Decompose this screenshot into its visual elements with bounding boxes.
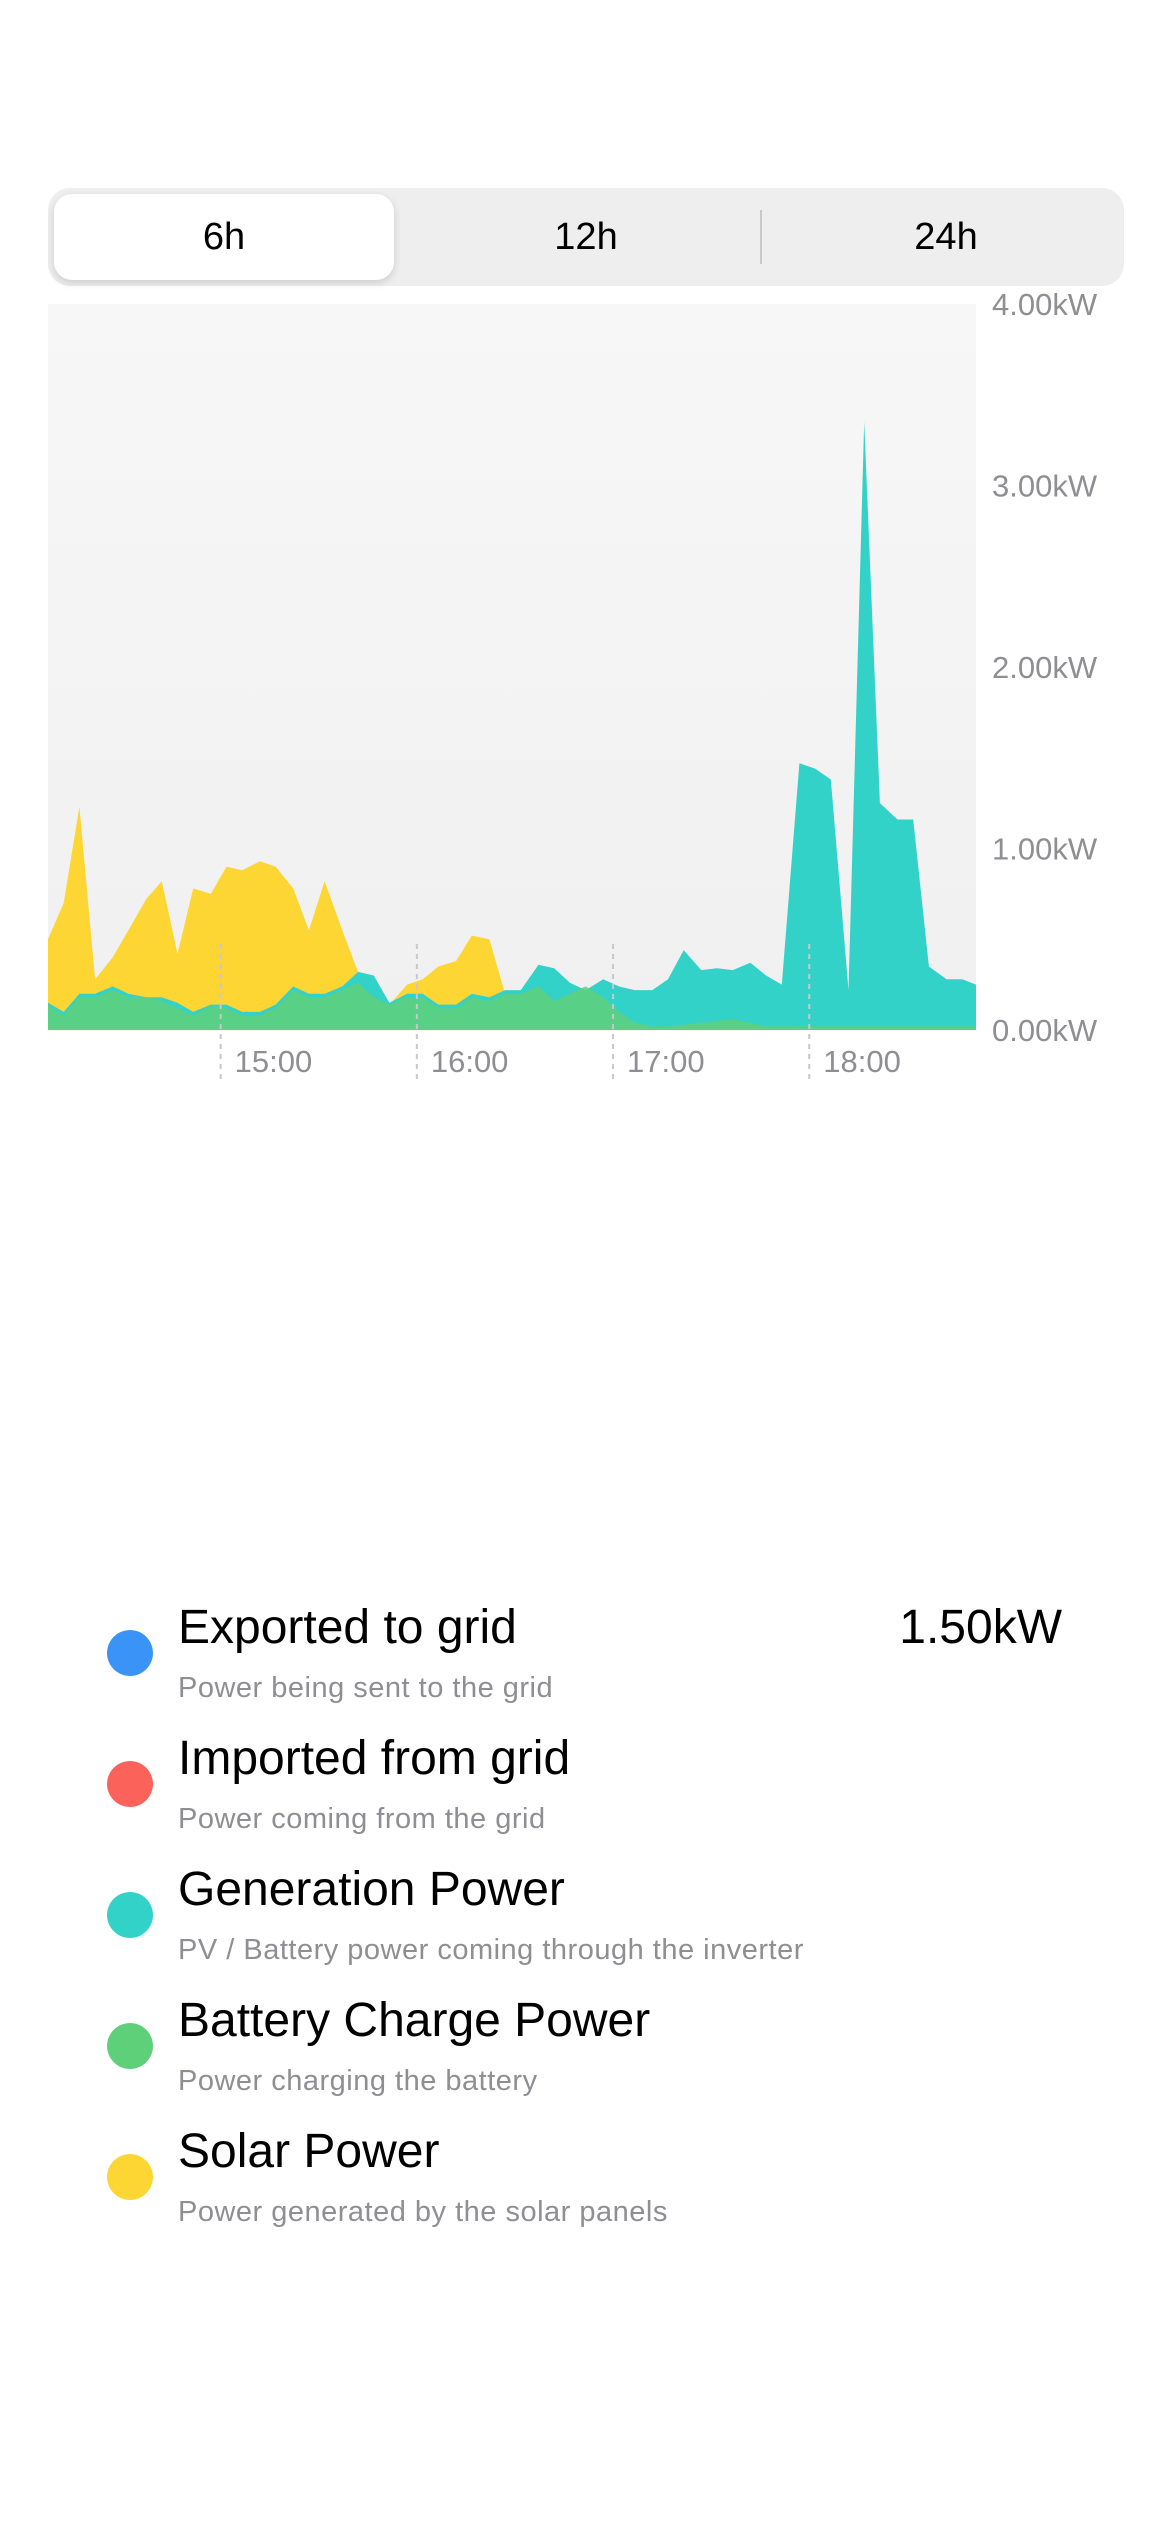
legend-title: Generation Power bbox=[178, 1863, 565, 1916]
exported-dot-icon bbox=[107, 1630, 153, 1676]
legend-title: Imported from grid bbox=[178, 1732, 571, 1785]
segment-divider bbox=[760, 210, 762, 264]
imported-dot-icon bbox=[107, 1761, 153, 1807]
legend-subtitle: PV / Battery power coming through the in… bbox=[178, 1934, 804, 1966]
generation-power-area bbox=[48, 422, 976, 1030]
legend-item-imported: Imported from grid Power coming from the… bbox=[0, 1731, 1170, 1841]
x-tick-label: 17:00 bbox=[627, 1044, 705, 1079]
legend-subtitle: Power being sent to the grid bbox=[178, 1672, 554, 1704]
x-tick-label: 16:00 bbox=[431, 1044, 509, 1079]
legend-item-battery: Battery Charge Power Power charging the … bbox=[0, 1993, 1170, 2103]
solar-power-area bbox=[48, 806, 976, 1030]
range-option-24h[interactable]: 24h bbox=[914, 215, 978, 258]
y-tick-label: 2.00kW bbox=[992, 650, 1098, 685]
legend-title: Exported to grid bbox=[178, 1601, 517, 1654]
legend-title: Battery Charge Power bbox=[178, 1994, 651, 2047]
battery-charge-power-area bbox=[48, 982, 976, 1030]
legend-item-exported: Exported to grid Power being sent to the… bbox=[0, 1600, 1170, 1710]
legend-item-generation: Generation Power PV / Battery power comi… bbox=[0, 1862, 1170, 1972]
y-tick-label: 1.00kW bbox=[992, 832, 1098, 867]
x-tick-label: 15:00 bbox=[235, 1044, 313, 1079]
y-tick-label: 3.00kW bbox=[992, 469, 1098, 504]
y-tick-label: 0.00kW bbox=[992, 1013, 1098, 1048]
solar-dot-icon bbox=[107, 2154, 153, 2200]
exported-value: 1.50kW bbox=[899, 1601, 1062, 1654]
battery-dot-icon bbox=[107, 2023, 153, 2069]
time-range-selector: 6h 12h 24h bbox=[48, 188, 1124, 286]
legend-title: Solar Power bbox=[178, 2125, 440, 2178]
legend-subtitle: Power coming from the grid bbox=[178, 1803, 546, 1835]
x-tick-label: 18:00 bbox=[823, 1044, 901, 1079]
range-option-12h[interactable]: 12h bbox=[554, 215, 618, 258]
y-tick-label: 4.00kW bbox=[992, 290, 1098, 322]
generation-dot-icon bbox=[107, 1892, 153, 1938]
power-chart: 0.00kW 1.00kW 2.00kW 3.00kW 4.00kW 15:00 16:0… bbox=[48, 290, 1098, 1084]
legend-subtitle: Power charging the battery bbox=[178, 2065, 538, 2097]
legend-item-solar: Solar Power Power generated by the solar… bbox=[0, 2124, 1170, 2234]
legend-subtitle: Power generated by the solar panels bbox=[178, 2196, 668, 2228]
range-option-6h[interactable]: 6h bbox=[54, 194, 394, 280]
